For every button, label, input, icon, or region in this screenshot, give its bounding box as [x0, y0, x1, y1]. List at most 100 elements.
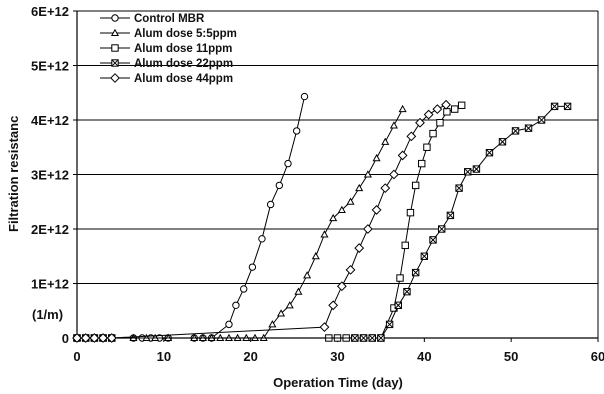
series-5 [72, 99, 451, 343]
data-point [319, 322, 330, 333]
y-tick-label: 2E+12 [31, 222, 69, 237]
data-point-cross [464, 168, 472, 176]
y-tick-label: 0 [62, 331, 69, 346]
legend-item: Alum dose 11ppm [100, 43, 232, 55]
legend-item: Alum dose 44ppm [100, 73, 233, 85]
data-point [346, 197, 355, 205]
data-point [436, 119, 444, 127]
y-tick-label: 6E+12 [31, 4, 69, 19]
data-point-cross [455, 184, 463, 192]
data-point [401, 241, 409, 250]
data-point [472, 165, 481, 173]
data-point [106, 333, 117, 343]
data-point [563, 102, 572, 111]
x-tick-label: 10 [157, 349, 171, 364]
data-point [441, 99, 451, 110]
data-point [464, 168, 472, 176]
data-point [415, 117, 425, 128]
data-point [485, 149, 494, 157]
data-point-cross [420, 252, 428, 260]
x-tick-label: 0 [73, 349, 80, 364]
y-tick-label: 3E+12 [31, 168, 69, 183]
data-point [398, 104, 407, 113]
data-point-cross [446, 211, 454, 219]
data-point [550, 102, 559, 111]
data-point-cross [386, 320, 394, 328]
data-point-cross [524, 124, 533, 132]
data-point-cross [377, 334, 385, 342]
data-point [345, 264, 356, 275]
data-point-cross [351, 334, 359, 342]
data-point [396, 274, 404, 282]
series-4 [73, 102, 572, 342]
data-point [320, 230, 329, 238]
x-tick-label: 60 [591, 349, 604, 364]
data-point [537, 116, 546, 124]
series-3 [73, 101, 466, 342]
data-point-cross [538, 116, 546, 124]
data-point [300, 92, 309, 101]
data-point [389, 121, 398, 129]
data-point [411, 268, 420, 277]
legend-item: Alum dose 22ppm [100, 58, 233, 70]
series-line [77, 105, 568, 339]
data-point-cross [511, 127, 520, 135]
data-point [275, 181, 284, 190]
legend-label: Alum dose 11ppm [134, 43, 232, 55]
data-point [524, 124, 533, 132]
y-tick-label: 5E+12 [31, 59, 69, 74]
data-point [328, 300, 339, 311]
data-point [285, 301, 294, 309]
data-point [72, 333, 82, 343]
data-point [418, 159, 426, 168]
data-point [294, 287, 303, 295]
data-point [406, 131, 417, 142]
data-point-cross [368, 334, 376, 342]
data-point [111, 59, 119, 67]
data-point-cross [403, 288, 411, 296]
legend-label: Control MBR [134, 13, 205, 25]
x-tick-label: 20 [243, 349, 257, 364]
y-tick-label: 1E+12 [31, 277, 69, 292]
data-point [432, 104, 443, 115]
data-point [232, 301, 240, 309]
data-point-cross [111, 59, 119, 67]
legend-label: Alum dose 44ppm [134, 73, 233, 85]
x-axis-title: Operation Time (day) [273, 375, 403, 390]
data-point-cross [359, 334, 368, 342]
data-point [292, 127, 301, 135]
data-point [498, 138, 507, 146]
data-point [359, 334, 368, 342]
data-point [429, 236, 437, 244]
data-point [397, 150, 408, 161]
series-line [77, 104, 462, 339]
data-point [110, 73, 120, 83]
data-point-cross [394, 301, 402, 309]
data-point [381, 137, 390, 145]
legend-layer: Control MBR Alum dose 5:5ppm Alum dose 11p… [100, 13, 237, 85]
data-point [363, 170, 372, 178]
data-point [111, 14, 119, 22]
data-point-cross [564, 102, 572, 110]
x-tick-label: 40 [417, 349, 431, 364]
data-point [511, 127, 520, 135]
grid-layer [77, 10, 598, 284]
series-line [77, 108, 404, 339]
data-point [438, 225, 446, 233]
data-point [411, 181, 420, 190]
data-point [394, 301, 402, 310]
data-point [98, 333, 108, 343]
x-tick-label: 30 [330, 349, 344, 364]
data-point [354, 243, 365, 253]
data-point [89, 333, 100, 343]
data-point [355, 183, 364, 192]
data-point [240, 285, 248, 293]
data-point [368, 334, 376, 342]
data-point [111, 44, 119, 52]
data-point-cross [438, 225, 446, 233]
data-point-cross [498, 138, 507, 146]
data-point [372, 153, 381, 162]
data-point-cross [429, 236, 437, 244]
data-point [380, 183, 391, 194]
